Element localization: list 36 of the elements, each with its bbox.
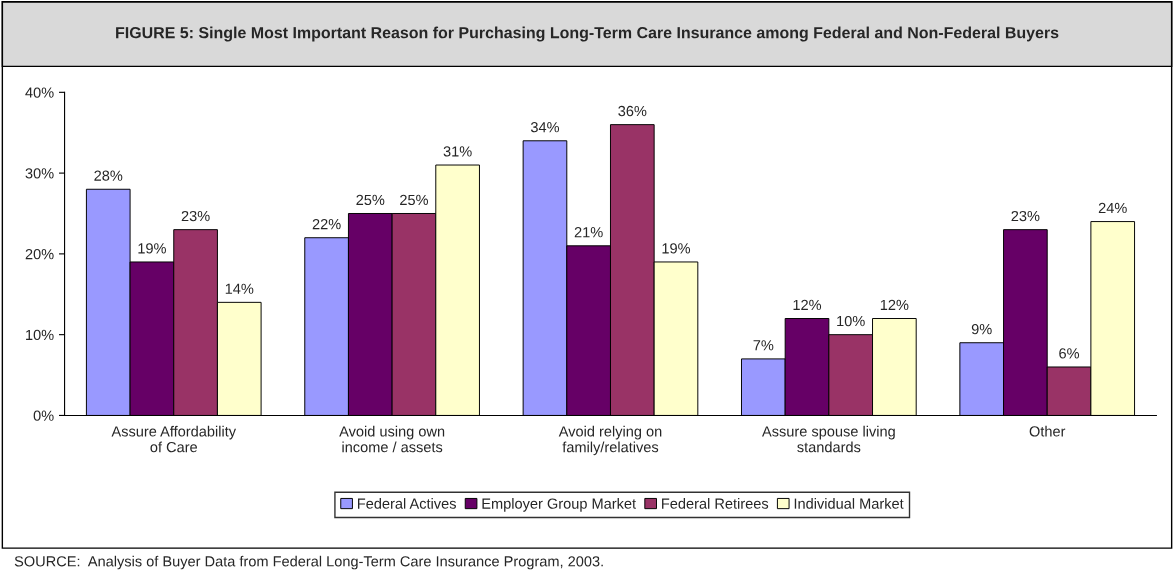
data-label: 23% — [181, 210, 210, 222]
legend-label: Federal Retirees — [662, 498, 769, 509]
data-label: 12% — [793, 299, 822, 311]
y-tick-label: 30% — [25, 168, 54, 179]
chart-title: FIGURE 5: Single Most Important Reason for Purchasing Long-Term Care Insurance among Federal and Non-Federal Buyers — [116, 26, 1059, 42]
data-label: 12% — [880, 299, 909, 311]
y-tick-label: 20% — [25, 248, 54, 260]
data-label: 22% — [312, 218, 341, 230]
data-label: 31% — [443, 146, 472, 157]
data-label: 19% — [138, 243, 166, 254]
x-tick-label: Other — [1029, 425, 1066, 437]
data-label: 6% — [1059, 348, 1080, 359]
y-tick-label: 0% — [33, 410, 54, 421]
x-tick-label: Avoid using own income / assets — [339, 425, 445, 453]
legend-label: Federal Actives — [358, 498, 456, 509]
y-tick-label: 10% — [26, 329, 54, 341]
x-tick-label: Assure Affordability of Care — [111, 425, 237, 453]
y-tick-label: 40% — [25, 87, 54, 98]
data-label: 36% — [618, 105, 647, 117]
data-label: 25% — [400, 194, 429, 206]
legend-label: Employer Group Market — [482, 498, 636, 512]
data-label: 9% — [971, 323, 992, 335]
data-label: 14% — [225, 283, 254, 294]
data-label: 34% — [530, 122, 560, 133]
data-label: 28% — [94, 170, 123, 181]
data-label: 24% — [1098, 202, 1127, 214]
data-label: 23% — [1011, 210, 1040, 222]
data-label: 25% — [356, 194, 385, 206]
x-tick-label: Avoid relying on family/relatives — [558, 425, 662, 456]
data-label: 7% — [753, 340, 774, 351]
legend-label: Individual Market — [794, 498, 904, 509]
source-note: SOURCE: Analysis of Buyer Data from Federal Long-Term Care Insurance Program, 2003. — [14, 555, 603, 570]
data-label: 21% — [574, 227, 603, 238]
data-label: 10% — [837, 315, 865, 327]
x-tick-label: Assure spouse living standards — [762, 425, 895, 453]
data-label: 19% — [662, 243, 691, 254]
